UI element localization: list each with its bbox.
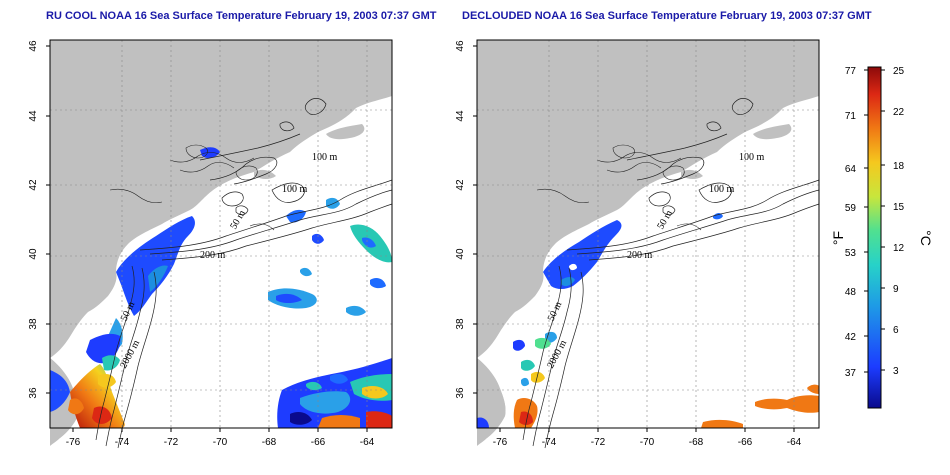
celsius-axis-label: °C: [918, 230, 934, 246]
right-x-tick-label: -72: [591, 437, 606, 448]
left-x-tick-label: -76: [66, 437, 81, 448]
right-y-tick-label: 42: [455, 179, 466, 191]
left-x-tick-label: -74: [115, 437, 130, 448]
right-grid: [477, 40, 819, 428]
fahrenheit-tick-label: 37: [845, 368, 857, 379]
right-contour-label-4: 200 m: [627, 250, 653, 261]
fahrenheit-tick-label: 53: [845, 248, 857, 259]
fahrenheit-tick-label: 59: [845, 203, 857, 214]
left-y-tick-label: 40: [28, 248, 39, 260]
right-x-tick-label: -76: [493, 437, 508, 448]
right-y-tick-label: 40: [455, 248, 466, 260]
left-x-tick-label: -64: [360, 437, 375, 448]
fahrenheit-tick-label: 77: [845, 66, 857, 77]
fahrenheit-tick-label: 64: [845, 164, 857, 175]
colorbar-gradient: [867, 66, 882, 409]
celsius-tick-label: 6: [893, 325, 899, 336]
celsius-tick-label: 12: [893, 243, 905, 254]
left-contour-label-4: 200 m: [200, 250, 226, 261]
celsius-tick-label: 25: [893, 66, 905, 77]
left-map: 100 m 100 m 50 m 200 m 50 m 2000 m: [28, 39, 393, 449]
left-y-tick-label: 46: [28, 40, 39, 52]
left-contour-label-1: 100 m: [312, 152, 338, 163]
celsius-tick-label: 15: [893, 202, 905, 213]
right-x-tick-label: -68: [689, 437, 704, 448]
celsius-tick-label: 18: [893, 161, 905, 172]
right-contour-label-1: 100 m: [739, 152, 765, 163]
left-contour-label-2: 100 m: [282, 184, 308, 195]
celsius-tick-label: 3: [893, 366, 899, 377]
left-map-title: RU COOL NOAA 16 Sea Surface Temperature …: [46, 10, 437, 22]
right-sst-overlay: [477, 213, 819, 428]
right-y-tick-label: 46: [455, 40, 466, 52]
left-y-tick-label: 44: [28, 110, 39, 122]
right-contour-label-2: 100 m: [709, 184, 735, 195]
right-x-tick-label: -66: [738, 437, 753, 448]
fahrenheit-tick-label: 48: [845, 287, 857, 298]
left-x-tick-label: -72: [164, 437, 179, 448]
left-x-tick-label: -70: [213, 437, 228, 448]
left-x-tick-label: -66: [311, 437, 326, 448]
right-y-tick-label: 38: [455, 318, 466, 330]
right-x-tick-label: -74: [542, 437, 557, 448]
left-sst-overlay: [50, 147, 392, 428]
fahrenheit-tick-label: 71: [845, 111, 857, 122]
right-map: 100 m 100 m 50 m 200 m 50 m 2000 m: [455, 39, 820, 449]
right-y-tick-label: 44: [455, 110, 466, 122]
celsius-tick-label: 22: [893, 107, 905, 118]
left-y-tick-label: 38: [28, 318, 39, 330]
celsius-tick-label: 9: [893, 284, 899, 295]
left-x-tick-label: -68: [262, 437, 277, 448]
left-grid: [50, 40, 392, 428]
left-y-tick-label: 42: [28, 179, 39, 191]
left-y-tick-label: 36: [28, 387, 39, 399]
fahrenheit-tick-label: 42: [845, 332, 857, 343]
fahrenheit-axis-label: °F: [830, 231, 846, 245]
right-x-tick-label: -70: [640, 437, 655, 448]
right-y-tick-label: 36: [455, 387, 466, 399]
right-x-tick-label: -64: [787, 437, 802, 448]
right-map-title: DECLOUDED NOAA 16 Sea Surface Temperatur…: [462, 10, 872, 22]
colorbar: 77 71 64 59 53 48 42 37 25 22 18 15 12 9…: [830, 66, 934, 409]
